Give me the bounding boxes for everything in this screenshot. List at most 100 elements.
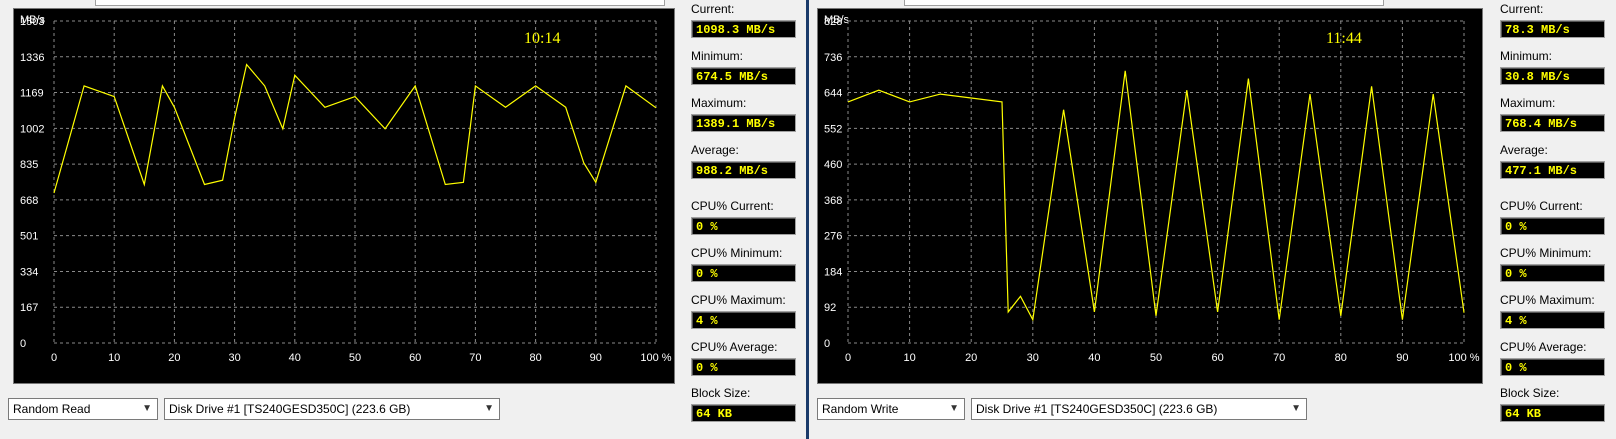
drive-select[interactable]: Disk Drive #1 [TS240GESD350C] (223.6 GB)…: [971, 398, 1307, 420]
x-tick-label: 70: [1273, 352, 1285, 364]
x-tick-label: 50: [349, 352, 361, 364]
y-tick-label: 368: [824, 195, 842, 207]
y-unit-label: MB/s: [20, 14, 46, 26]
drive-select[interactable]: Disk Drive #1 [TS240GESD350C] (223.6 GB)…: [164, 398, 500, 420]
x-tick-label: 10: [108, 352, 120, 364]
y-tick-label: 736: [824, 52, 842, 64]
y-tick-label: 828: [824, 16, 842, 28]
block-size-label: Block Size:: [691, 386, 751, 400]
x-tick-label: 0: [51, 352, 57, 364]
x-tick-label: 0: [845, 352, 851, 364]
x-tick-label: 100 %: [640, 352, 671, 364]
block-size-label: Block Size:: [1500, 386, 1560, 400]
cpu-minimum-label: CPU% Minimum:: [691, 246, 783, 260]
y-tick-label: 1002: [20, 123, 44, 135]
y-tick-label: 501: [20, 231, 38, 243]
y-tick-label: 552: [824, 123, 842, 135]
x-tick-label: 60: [409, 352, 421, 364]
cpu-minimum-value: 0 %: [691, 264, 796, 282]
cpu-maximum-label: CPU% Maximum:: [691, 293, 786, 307]
y-tick-label: 167: [20, 302, 38, 314]
cpu-maximum-value: 4 %: [691, 311, 796, 329]
y-tick-label: 1336: [20, 52, 44, 64]
test-type-value: Random Write: [822, 402, 899, 416]
cpu-current-value: 0 %: [691, 217, 796, 235]
current-label: Current:: [1500, 2, 1544, 16]
test-type-select[interactable]: Random Write ▼: [817, 398, 965, 420]
average-value: 477.1 MB/s: [1500, 161, 1605, 179]
x-tick-label: 40: [289, 352, 301, 364]
maximum-value: 1389.1 MB/s: [691, 114, 796, 132]
current-value: 78.3 MB/s: [1500, 20, 1605, 38]
cpu-maximum-value: 4 %: [1500, 311, 1605, 329]
chevron-down-icon: ▼: [142, 403, 152, 414]
test-type-value: Random Read: [13, 402, 91, 416]
x-tick-label: 10: [903, 352, 915, 364]
x-tick-label: 30: [228, 352, 240, 364]
x-tick-label: 40: [1088, 352, 1100, 364]
throughput-series-line: [847, 70, 1465, 322]
drive-value: Disk Drive #1 [TS240GESD350C] (223.6 GB): [976, 402, 1218, 416]
cpu-current-label: CPU% Current:: [1500, 199, 1583, 213]
average-label: Average:: [691, 143, 739, 157]
x-tick-label: 20: [168, 352, 180, 364]
write-chart: MB/s 828 736 644 552 460 368 276 184 92 0 0 10 20 30 40…: [817, 8, 1483, 384]
elapsed-clock: 10:14: [524, 30, 560, 47]
y-tick-label: 276: [824, 231, 842, 243]
y-tick-label: 644: [824, 88, 842, 100]
y-unit-label: MB/s: [824, 14, 850, 26]
left-panel: MB/s 1503 1336 1169 1002 835 668 501 334 167 0 0 10 2…: [0, 0, 806, 439]
right-panel: MB/s 828 736 644 552 460 368 276 184 92 0 0 10 20 30 40…: [809, 0, 1615, 439]
average-value: 988.2 MB/s: [691, 161, 796, 179]
cpu-minimum-value: 0 %: [1500, 264, 1605, 282]
x-tick-label: 60: [1211, 352, 1223, 364]
chevron-down-icon: ▼: [1291, 403, 1301, 414]
minimum-value: 674.5 MB/s: [691, 67, 796, 85]
cpu-average-label: CPU% Average:: [1500, 340, 1587, 354]
y-tick-label: 0: [20, 338, 26, 350]
x-tick-label: 100 %: [1448, 352, 1479, 364]
current-value: 1098.3 MB/s: [691, 20, 796, 38]
top-strip: [95, 0, 665, 6]
x-tick-label: 50: [1150, 352, 1162, 364]
y-tick-label: 668: [20, 195, 38, 207]
cpu-minimum-label: CPU% Minimum:: [1500, 246, 1592, 260]
x-tick-label: 80: [1335, 352, 1347, 364]
panel-divider: [806, 0, 809, 439]
y-tick-label: 0: [824, 338, 830, 350]
read-chart: MB/s 1503 1336 1169 1002 835 668 501 334 167 0 0 10 2…: [13, 8, 675, 384]
y-tick-label: 184: [824, 266, 842, 278]
block-size-value: 64 KB: [1500, 404, 1605, 422]
x-tick-label: 20: [965, 352, 977, 364]
elapsed-clock: 11:44: [1326, 30, 1362, 47]
y-tick-label: 1503: [20, 16, 44, 28]
minimum-value: 30.8 MB/s: [1500, 67, 1605, 85]
average-label: Average:: [1500, 143, 1548, 157]
chevron-down-icon: ▼: [949, 403, 959, 414]
x-tick-label: 90: [590, 352, 602, 364]
y-tick-label: 92: [824, 302, 836, 314]
x-tick-label: 90: [1396, 352, 1408, 364]
maximum-value: 768.4 MB/s: [1500, 114, 1605, 132]
cpu-average-value: 0 %: [1500, 358, 1605, 376]
cpu-current-value: 0 %: [1500, 217, 1605, 235]
y-tick-label: 460: [824, 159, 842, 171]
x-tick-label: 30: [1027, 352, 1039, 364]
x-tick-label: 70: [469, 352, 481, 364]
y-tick-label: 1169: [20, 88, 44, 100]
chevron-down-icon: ▼: [484, 403, 494, 414]
cpu-current-label: CPU% Current:: [691, 199, 774, 213]
cpu-average-value: 0 %: [691, 358, 796, 376]
maximum-label: Maximum:: [1500, 96, 1556, 110]
top-strip: [904, 0, 1384, 6]
minimum-label: Minimum:: [691, 49, 744, 63]
throughput-series-line: [53, 63, 657, 194]
cpu-maximum-label: CPU% Maximum:: [1500, 293, 1595, 307]
minimum-label: Minimum:: [1500, 49, 1553, 63]
y-tick-label: 334: [20, 266, 38, 278]
test-type-select[interactable]: Random Read ▼: [8, 398, 158, 420]
cpu-average-label: CPU% Average:: [691, 340, 778, 354]
current-label: Current:: [691, 2, 735, 16]
